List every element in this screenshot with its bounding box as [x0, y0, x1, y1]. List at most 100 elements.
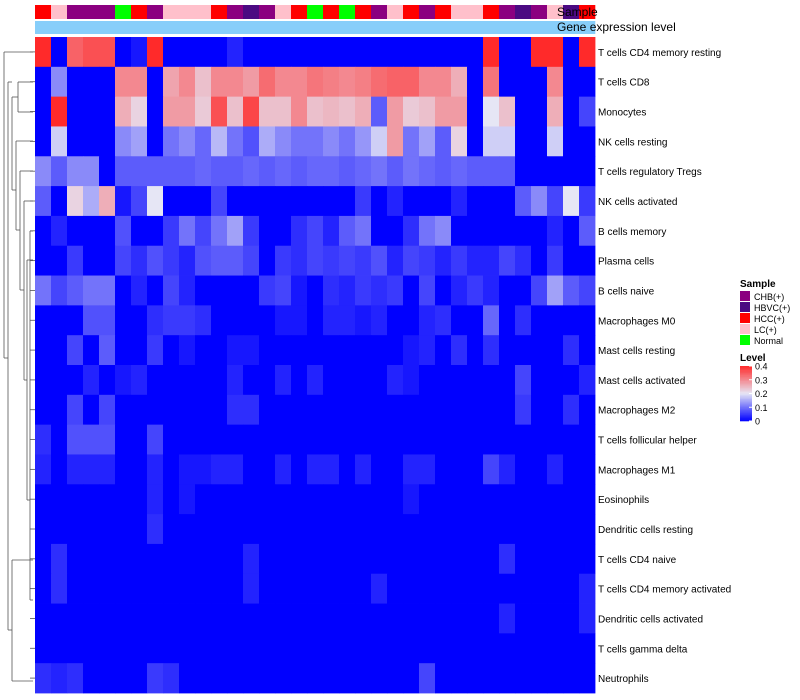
heatmap-cell [467, 305, 484, 336]
heatmap-cell [35, 454, 52, 485]
heatmap-cell [419, 603, 436, 634]
heatmap-cell [323, 394, 340, 426]
row-label: Eosinophils [598, 495, 649, 506]
gene-expression-annotation-cell [563, 21, 580, 34]
gene-expression-annotation-cell [147, 21, 164, 34]
heatmap-cell [531, 663, 548, 694]
heatmap-cell [499, 663, 516, 694]
heatmap-cell [131, 663, 148, 694]
heatmap-cell [51, 245, 68, 276]
heatmap-cell [355, 365, 372, 396]
heatmap-cell [371, 96, 388, 127]
heatmap-cell [355, 454, 372, 485]
level-legend-gradient-step [740, 385, 752, 387]
heatmap-cell [483, 66, 500, 98]
heatmap-cell [355, 394, 372, 426]
heatmap-cell [83, 305, 100, 336]
heatmap-cell [35, 37, 52, 68]
heatmap-cell [451, 37, 468, 68]
heatmap-cell [275, 573, 292, 604]
heatmap-cell [451, 66, 468, 98]
heatmap-cell [83, 245, 100, 276]
heatmap-cell [147, 215, 164, 247]
level-legend-gradient-step [740, 370, 752, 372]
gene-expression-annotation-cell [371, 21, 388, 34]
level-legend-gradient-step [740, 396, 752, 398]
heatmap-cell [83, 365, 100, 396]
heatmap-cell [483, 543, 500, 575]
heatmap-cell [579, 156, 596, 187]
heatmap-cell [339, 156, 356, 187]
heatmap-cell [579, 245, 596, 276]
row-label: Macrophages M2 [598, 406, 676, 417]
gene-expression-annotation-cell [483, 21, 500, 34]
sample-legend-label: Normal [754, 336, 783, 346]
heatmap-cell [419, 275, 436, 306]
sample-annotation-cell [563, 5, 580, 19]
heatmap-cell [387, 394, 404, 426]
heatmap-cell [531, 186, 548, 217]
heatmap-cell [163, 514, 180, 545]
heatmap-cell [419, 126, 436, 157]
heatmap-cell [531, 365, 548, 396]
heatmap-cell [99, 424, 116, 455]
heatmap-cell [163, 424, 180, 455]
sample-legend-title: Sample [740, 279, 776, 290]
heatmap-cell [563, 305, 580, 336]
heatmap-cell [435, 275, 452, 306]
heatmap-cell [147, 305, 164, 336]
sample-annotation-cell [259, 5, 276, 19]
heatmap-cell [291, 66, 308, 98]
heatmap-cell [275, 37, 292, 68]
row-label: Macrophages M0 [598, 316, 676, 327]
heatmap-cell [451, 126, 468, 157]
heatmap-cell [323, 37, 340, 68]
row-dendrogram [3, 51, 35, 682]
level-legend-gradient-step [740, 377, 752, 379]
heatmap-cell [163, 394, 180, 426]
heatmap-cell [563, 603, 580, 634]
heatmap-cell [435, 66, 452, 98]
heatmap-cell [403, 335, 420, 366]
heatmap-cell [275, 633, 292, 664]
row-label: T cells regulatory Tregs [598, 167, 702, 178]
heatmap-cell [515, 305, 532, 336]
gene-expression-annotation-cell [35, 21, 52, 34]
heatmap-cell [67, 335, 84, 366]
sample-annotation-cell [227, 5, 244, 19]
heatmap-cell [195, 633, 212, 664]
heatmap-cell [131, 245, 148, 276]
level-legend-gradient-step [740, 382, 752, 385]
heatmap-cell [451, 633, 468, 664]
sample-track-label: Sample [557, 5, 598, 19]
heatmap-cell [307, 484, 324, 515]
heatmap-cell [35, 96, 52, 127]
heatmap-cell [99, 543, 116, 575]
gene-expression-annotation-cell [67, 21, 84, 34]
heatmap-cell [531, 37, 548, 68]
heatmap-cell [99, 394, 116, 426]
heatmap-cell [419, 424, 436, 455]
heatmap-cell [291, 365, 308, 396]
heatmap-cell [115, 156, 132, 187]
heatmap-cell [67, 573, 84, 604]
heatmap-cell [67, 365, 84, 396]
heatmap-cell [323, 424, 340, 455]
heatmap-cell [115, 126, 132, 157]
heatmap-cell [51, 96, 68, 127]
heatmap-cell [179, 543, 196, 575]
heatmap-cell [147, 66, 164, 98]
heatmap-cell [531, 156, 548, 187]
heatmap-cell [323, 215, 340, 247]
heatmap-cell [483, 633, 500, 664]
heatmap-cell [243, 603, 260, 634]
heatmap-cell [339, 245, 356, 276]
heatmap-cell [515, 514, 532, 545]
heatmap-cell [499, 96, 516, 127]
heatmap-cell [547, 66, 564, 98]
sample-legend-label: CHB(+) [754, 292, 784, 302]
heatmap-cell [371, 37, 388, 68]
heatmap-cell [243, 215, 260, 247]
heatmap-cell [179, 365, 196, 396]
